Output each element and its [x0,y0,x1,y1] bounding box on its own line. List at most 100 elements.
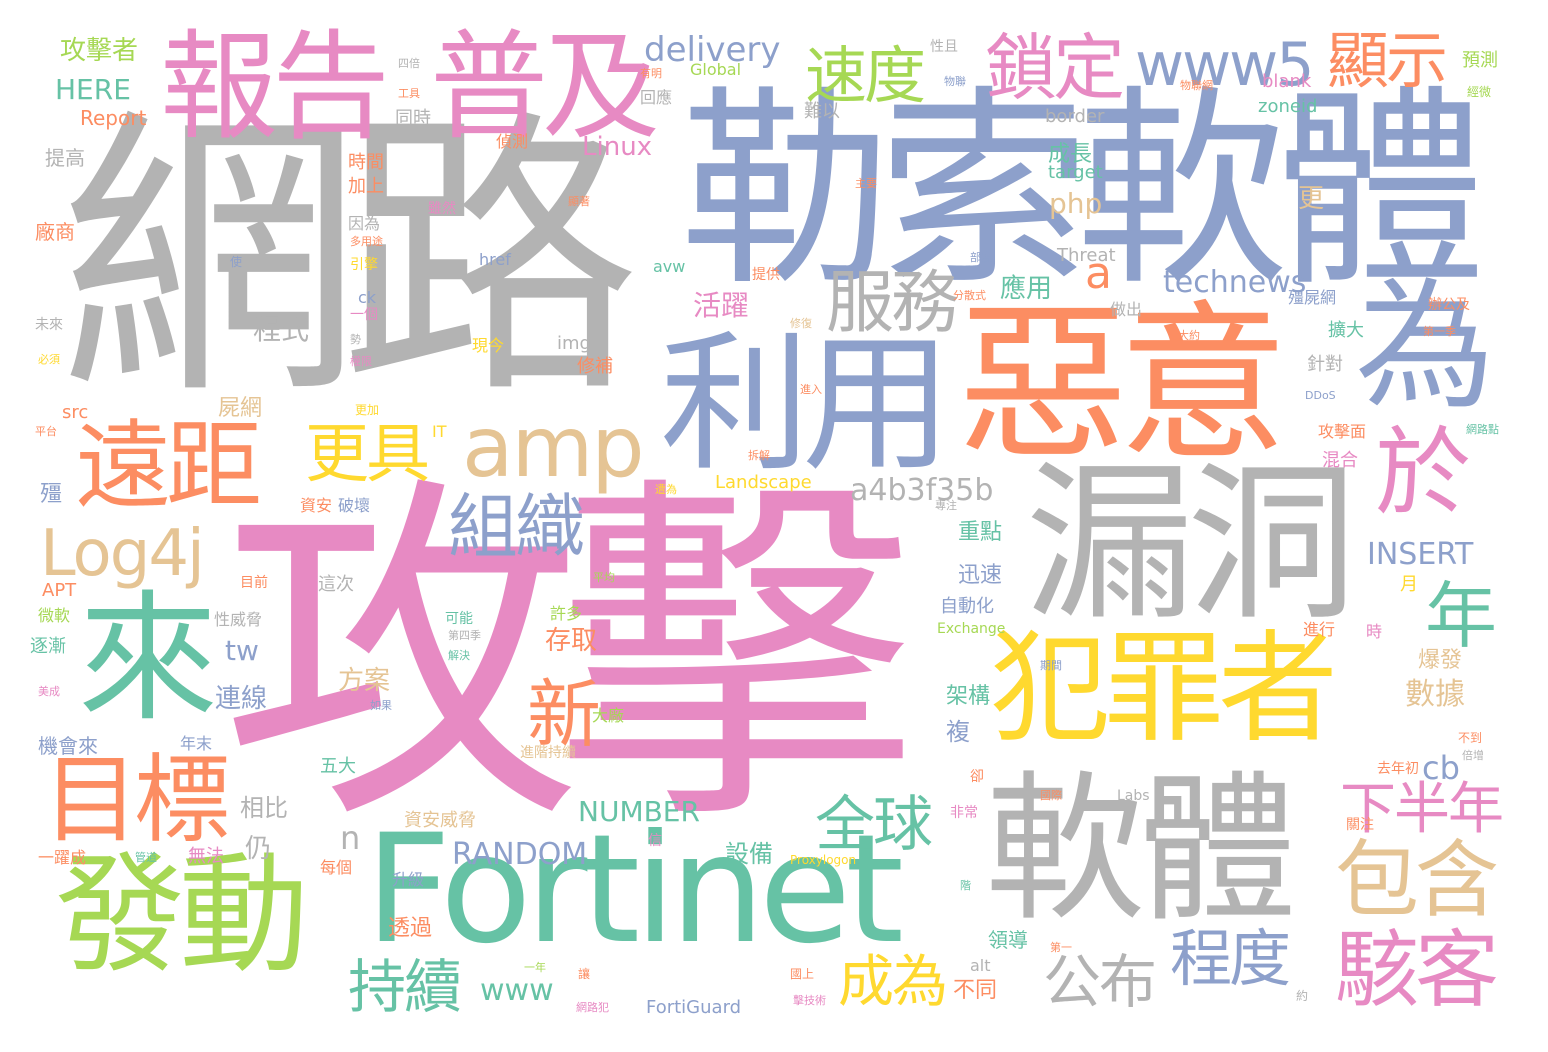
word-五大: 五大 [320,756,356,777]
word-可能: 可能 [445,611,473,627]
word-物聯網: 物聯網 [1180,79,1213,92]
word-爆發: 爆發 [1418,648,1463,673]
word-ck: ck [358,288,377,307]
word-大廠: 大廠 [592,706,625,725]
word-下半年: 下半年 [1340,777,1504,842]
word-應用: 應用 [1000,274,1053,304]
word-逐漸: 逐漸 [30,636,66,657]
word-擊技術: 擊技術 [793,994,826,1007]
word-針對: 針對 [1307,354,1343,375]
word-倍增: 倍增 [1462,749,1484,762]
word-顯示: 顯示 [1327,24,1448,97]
word-駭客: 駭客 [1335,921,1499,1019]
word-加上: 加上 [348,176,384,197]
word-Landscape: Landscape [715,472,812,493]
word-機會來: 機會來 [38,734,98,758]
word-部度: 部度 [970,251,992,264]
word-目前: 目前 [240,575,268,591]
word-進入: 進入 [800,383,822,396]
word-Threat: Threat [1057,245,1116,266]
word-alt: alt [970,956,991,975]
word-廠商: 廠商 [35,220,75,244]
word-複: 複 [946,718,970,746]
word-第一季: 第一季 [1423,325,1456,338]
word-破壞: 破壞 [338,496,371,515]
word-平均: 平均 [593,571,615,584]
word-漏洞: 漏洞 [1025,446,1357,644]
word-拆解: 拆解 [748,449,770,462]
word-混合: 混合 [1322,450,1358,471]
word-國際: 國際 [1040,789,1062,802]
word-重點: 重點 [958,520,1003,545]
word-一躍成: 一躍成 [38,848,87,867]
word-升級: 升級 [392,870,425,889]
word-因為: 因為 [348,214,381,233]
word-必須: 必須 [38,353,60,366]
word-微軟: 微軟 [38,606,71,625]
word-無法: 無法 [188,846,224,867]
word-blank: blank [1262,71,1312,92]
word-連線: 連線 [215,684,268,714]
word-四倍: 四倍 [398,57,420,70]
word-amp: amp [462,398,645,496]
word-APT: APT [42,580,77,601]
word-方案: 方案 [338,666,391,696]
word-關注: 關注 [1346,817,1374,833]
word-n: n [340,819,361,857]
word-時間: 時間 [348,152,384,173]
word-相比: 相比 [240,794,288,822]
word-現今: 現今 [472,336,505,355]
word-遠距: 遠距 [75,410,262,522]
word-經微: 經微 [1467,85,1492,99]
word-發動: 發動 [55,839,309,991]
word-主要: 主要 [855,177,877,190]
word-存取: 存取 [545,626,598,656]
word-偵測: 偵測 [496,132,529,151]
word-去年初: 去年初 [1377,761,1419,777]
word-難以: 難以 [804,101,840,122]
word-擴大: 擴大 [1328,320,1364,341]
word-階: 階 [960,879,971,892]
word-活躍: 活躍 [693,289,750,322]
word-INSERT: INSERT [1367,537,1474,572]
word-管道: 管道 [135,851,157,864]
word-預測: 預測 [1462,50,1498,71]
word-自動化: 自動化 [940,596,994,617]
word-為: 為 [1355,266,1496,429]
word-月: 月 [1400,574,1418,595]
word-勢: 勢 [350,333,361,346]
word-Report: Report [80,106,147,130]
word-讓: 讓 [578,967,591,981]
word-全球: 全球 [815,790,933,860]
word-同時: 同時 [395,108,431,129]
word-服務: 服務 [826,264,959,343]
word-軟體: 軟體 [985,756,1297,943]
word-Labs: Labs [1117,788,1150,804]
word-delivery: delivery [644,30,781,70]
word-一年: 一年 [524,961,546,974]
word-不到: 不到 [1458,731,1483,745]
word-權限: 權限 [350,355,372,368]
word-每個: 每個 [320,858,353,877]
word-網路犯: 網路犯 [576,1001,609,1014]
word-速度: 速度 [805,39,926,112]
word-進階持續: 進階持續 [520,745,576,761]
word-Proxylogon: Proxylogon [790,853,857,867]
word-利用: 利用 [660,318,952,492]
word-IT: IT [432,422,447,441]
word-有明: 有明 [640,67,662,80]
word-這次: 這次 [318,574,354,595]
word-DDoS: DDoS [1305,389,1336,402]
word-性威脅: 性威脅 [214,610,263,629]
word-期間: 期間 [1040,659,1062,672]
word-惡意: 惡意 [958,286,1288,484]
word-回應: 回應 [640,88,673,107]
word-程度: 程度 [1170,922,1291,995]
word-許多: 許多 [550,604,583,623]
word-border: border [1045,106,1105,127]
word-雖然: 雖然 [428,201,456,217]
word-RANDOM: RANDOM [452,837,588,872]
word-國上: 國上 [790,967,815,981]
word-仍: 仍 [245,834,272,864]
